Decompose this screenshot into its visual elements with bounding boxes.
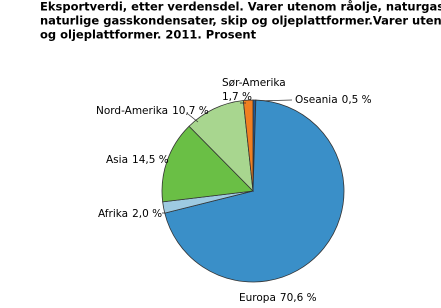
leader-line — [187, 113, 199, 123]
slice-label: Oseania — [295, 94, 338, 106]
slice-label: Europa — [239, 292, 276, 304]
value-label: 70,6 % — [280, 292, 317, 304]
pie-slice — [164, 99, 345, 283]
chart-title: naturlige gasskondensater, skip og oljep… — [40, 14, 441, 28]
chart-title: og oljeplattformer. 2011. Prosent — [40, 28, 257, 42]
value-label: 2,0 % — [132, 208, 162, 220]
slice-label: Sør-Amerika — [222, 77, 286, 89]
value-label: 14,5 % — [132, 154, 169, 166]
slice-label: Nord-Amerika — [96, 105, 168, 117]
slice-label: Asia — [106, 154, 128, 166]
value-label: 1,7 % — [222, 91, 252, 103]
pie-slice — [161, 125, 254, 203]
value-label: 0,5 % — [342, 94, 372, 106]
slice-label: Afrika — [98, 208, 128, 220]
value-label: 10,7 % — [172, 105, 209, 117]
pie-slice — [242, 99, 254, 192]
chart-title: Eksportverdi, etter verdensdel. Varer ut… — [40, 0, 441, 14]
